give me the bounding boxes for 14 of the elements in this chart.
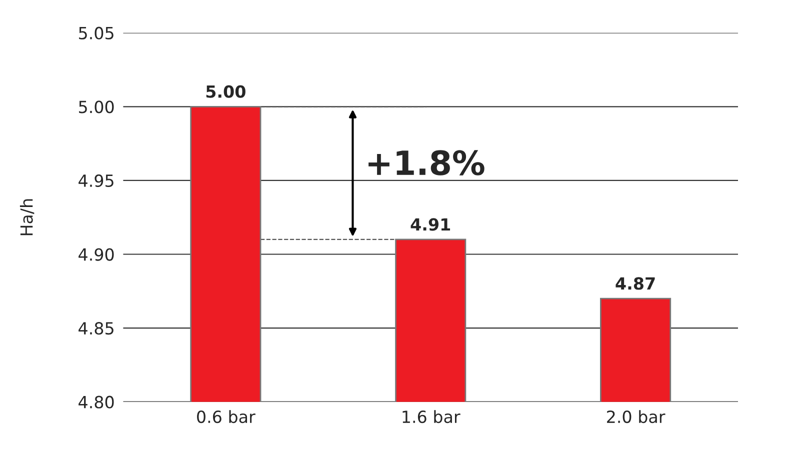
y-tick-label: 5.05 [79, 26, 114, 40]
data-label: 5.00 [206, 85, 246, 98]
data-label: 4.87 [616, 277, 655, 290]
data-label: 4.91 [410, 218, 450, 231]
x-tick-label: 1.6 bar [402, 410, 460, 424]
y-tick-label: 5.00 [79, 100, 114, 114]
y-axis-title: Ha/h [20, 199, 34, 236]
y-tick-label: 4.80 [78, 396, 114, 408]
x-tick-label: 0.6 bar [197, 410, 256, 424]
y-tick-label: 4.90 [78, 248, 114, 261]
x-tick-label: 2.0 bar [607, 410, 666, 424]
y-tick-label: 4.95 [78, 174, 114, 188]
annotation: +1.8% [368, 150, 484, 176]
y-tick-label: 4.85 [78, 322, 114, 335]
